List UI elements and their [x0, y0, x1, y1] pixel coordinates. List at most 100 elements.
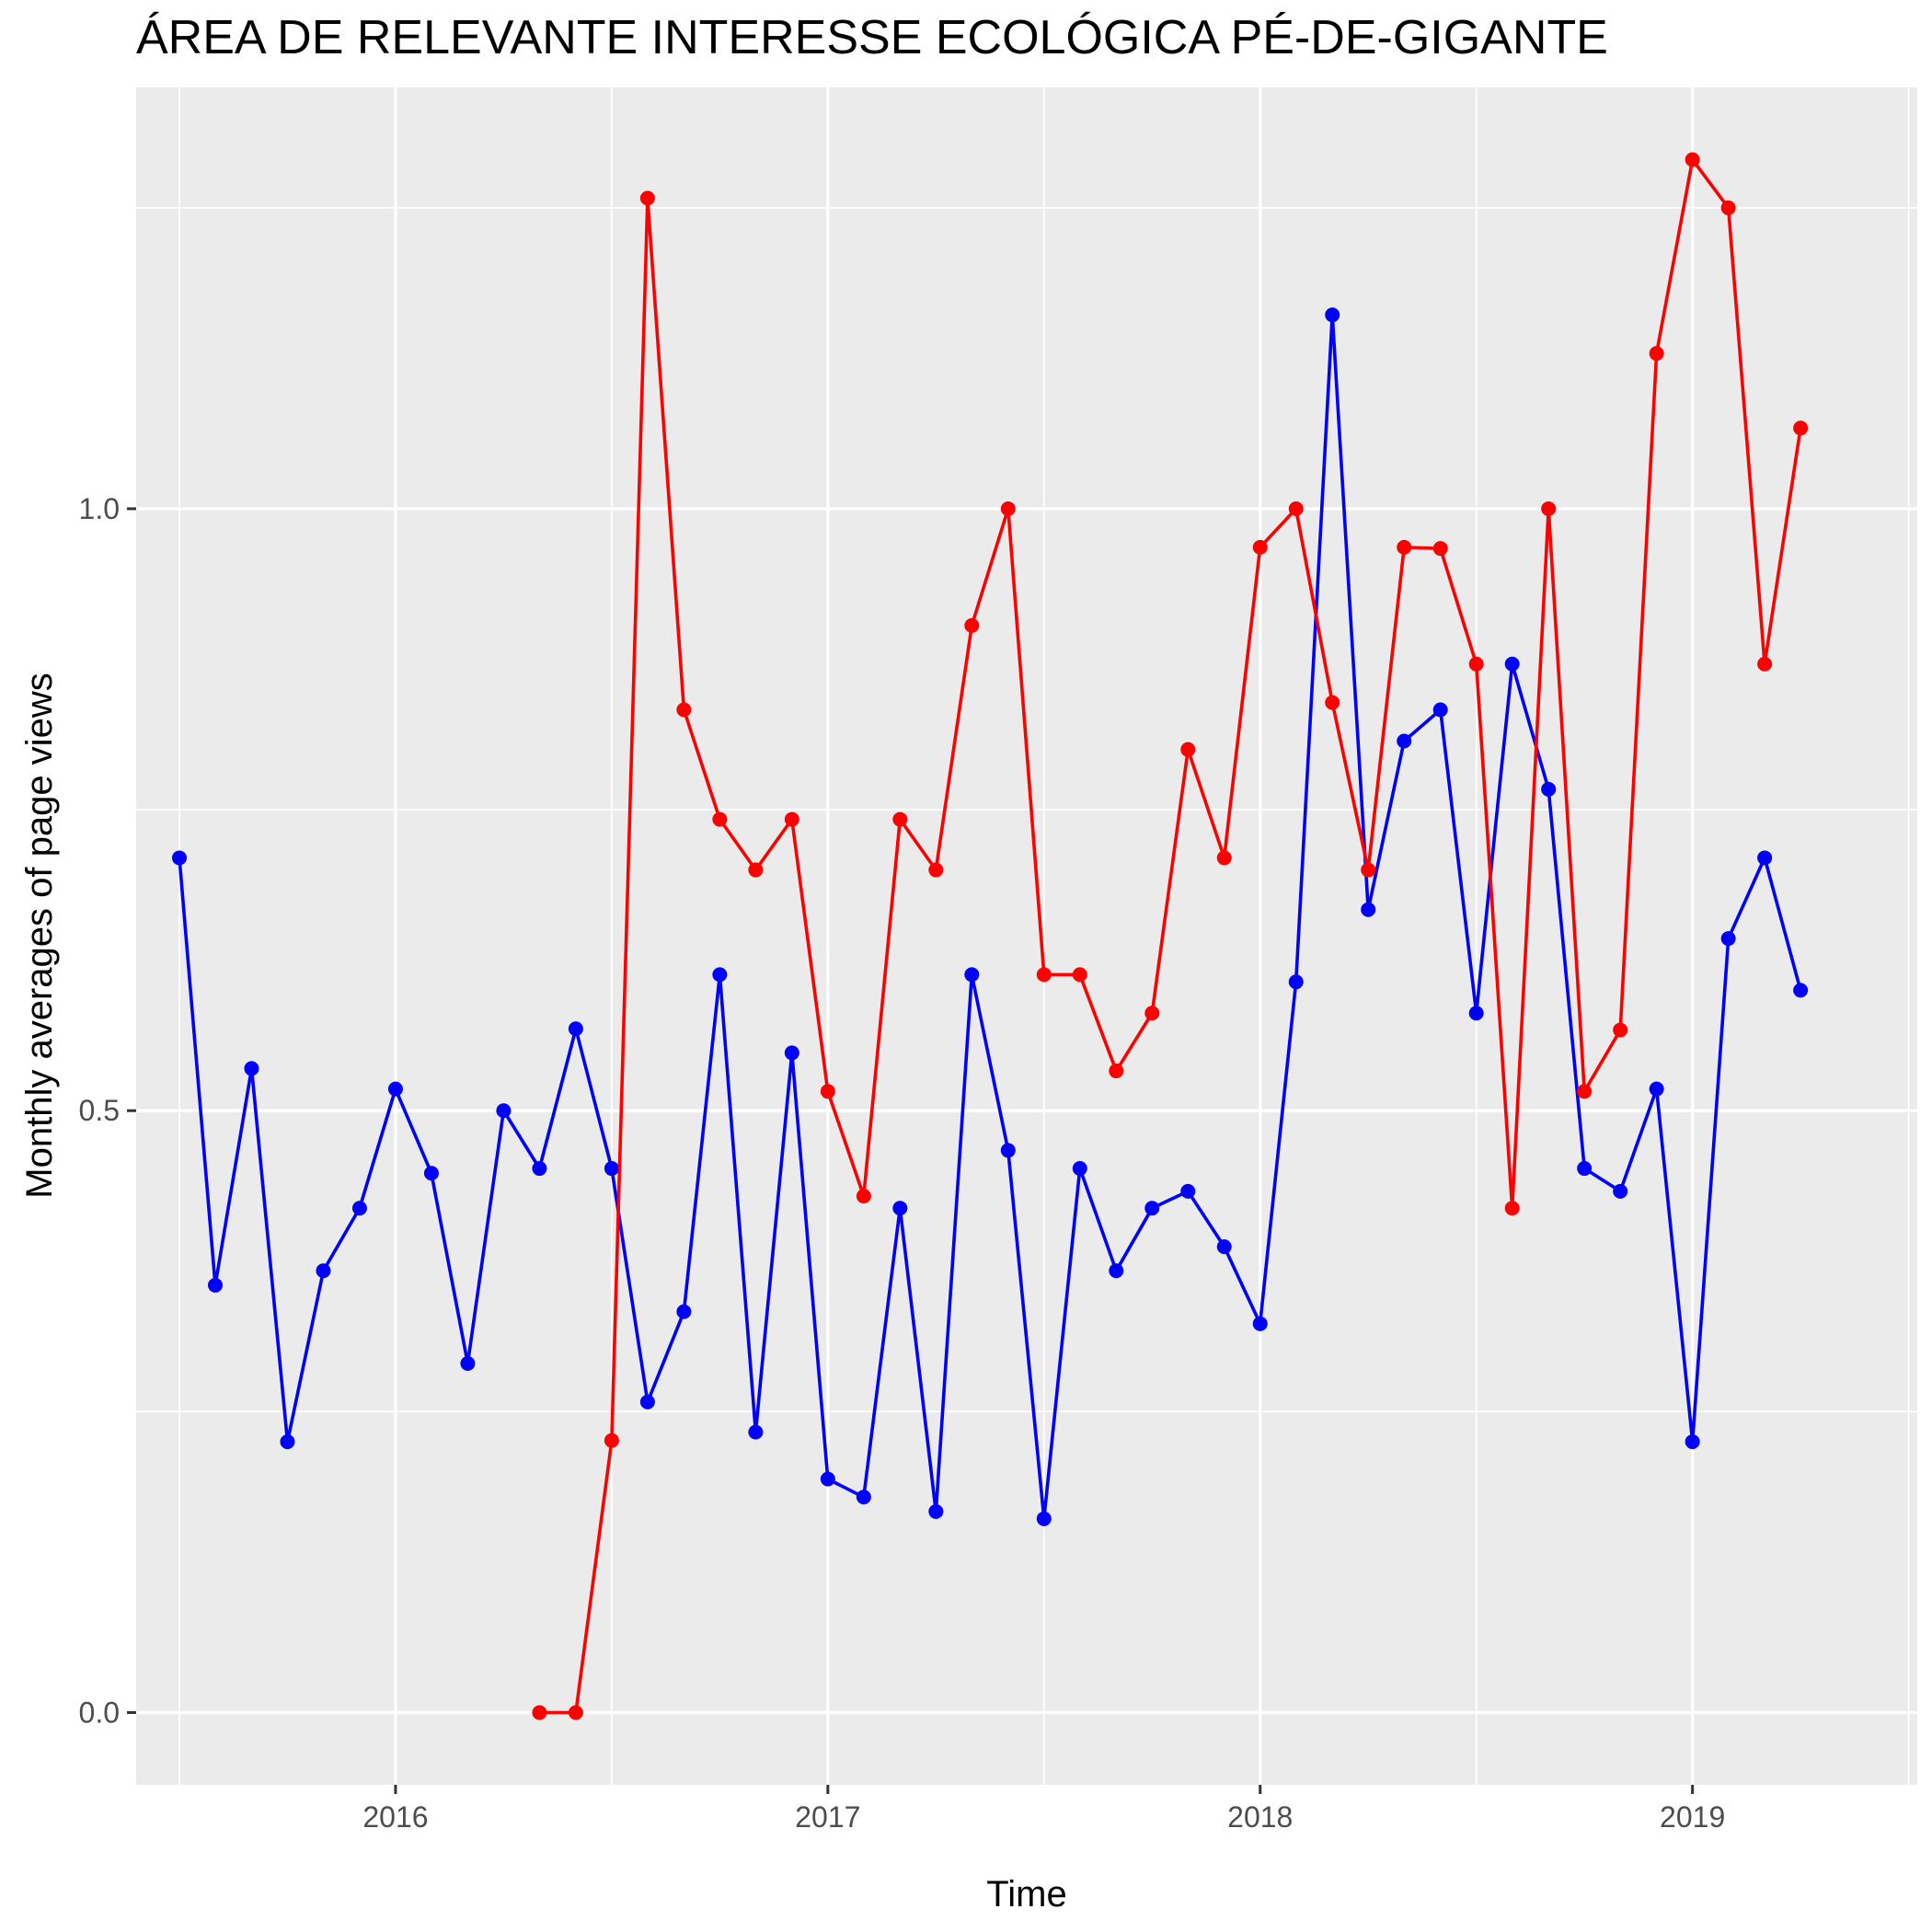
data-point: [1541, 781, 1557, 797]
data-point: [712, 811, 728, 827]
chart-title: ÁREA DE RELEVANTE INTERESSE ECOLÓGICA PÉ…: [136, 11, 1608, 64]
data-point: [1793, 420, 1809, 436]
data-point: [1000, 1143, 1016, 1158]
data-point: [171, 850, 187, 866]
plot-panel: [136, 87, 1917, 1785]
data-point: [423, 1166, 439, 1181]
data-point: [820, 1471, 835, 1487]
data-point: [1180, 1183, 1196, 1199]
data-point: [532, 1161, 547, 1177]
data-point: [1397, 733, 1412, 749]
data-point: [784, 811, 799, 827]
data-point: [1577, 1084, 1593, 1099]
data-point: [1361, 862, 1376, 878]
data-point: [639, 1394, 655, 1409]
series-layer: [171, 152, 1809, 1720]
data-point: [1252, 539, 1268, 555]
y-tick-label: 0.5: [79, 1094, 120, 1127]
data-point: [207, 1277, 223, 1293]
data-point: [244, 1061, 259, 1076]
data-point: [1649, 346, 1664, 362]
data-point: [1685, 152, 1700, 167]
grid-major: [136, 87, 1917, 1785]
data-point: [784, 1045, 799, 1061]
data-point: [1504, 1201, 1520, 1216]
data-point: [1685, 1434, 1700, 1450]
data-point: [712, 967, 728, 983]
data-point: [1216, 1239, 1232, 1255]
data-point: [1432, 702, 1448, 718]
data-point: [351, 1201, 367, 1216]
series-line: [178, 313, 1802, 1521]
data-point: [1613, 1022, 1628, 1038]
data-point: [1468, 656, 1484, 672]
y-axis: 0.0 0.5 1.0: [79, 492, 136, 1729]
data-point: [1180, 742, 1196, 757]
data-point: [1432, 541, 1448, 557]
data-point: [1288, 974, 1304, 990]
data-point: [1072, 1161, 1087, 1177]
x-tick-label: 2019: [1660, 1800, 1725, 1834]
data-point: [676, 1304, 692, 1319]
data-point: [1036, 967, 1052, 983]
series-line: [539, 157, 1802, 1715]
data-point: [892, 1201, 908, 1216]
data-point: [1144, 1201, 1160, 1216]
data-point: [1720, 200, 1736, 215]
x-axis-title: Time: [986, 1874, 1066, 1915]
data-point: [568, 1705, 583, 1720]
data-point: [1288, 500, 1304, 516]
data-point: [1252, 1316, 1268, 1331]
data-point: [964, 617, 980, 633]
data-point: [496, 1103, 512, 1119]
data-point: [1109, 1064, 1124, 1079]
data-point: [280, 1434, 295, 1450]
data-point: [1325, 695, 1340, 710]
data-point: [928, 1503, 944, 1519]
x-tick-label: 2018: [1227, 1800, 1293, 1834]
x-tick-label: 2016: [362, 1800, 428, 1834]
data-point: [1144, 1006, 1160, 1021]
data-point: [1793, 983, 1809, 998]
y-axis-title: Monthly averages of page views: [19, 673, 60, 1198]
data-point: [820, 1084, 835, 1099]
data-point: [1757, 656, 1773, 672]
data-point: [532, 1705, 547, 1720]
data-point: [1504, 656, 1520, 672]
data-point: [928, 862, 944, 878]
data-point: [856, 1489, 871, 1505]
data-point: [856, 1189, 871, 1204]
data-point: [1325, 307, 1340, 323]
data-point: [1757, 850, 1773, 866]
data-point: [604, 1432, 619, 1448]
data-point: [604, 1161, 619, 1177]
data-point: [964, 967, 980, 983]
data-point: [1468, 1006, 1484, 1021]
data-point: [1541, 500, 1557, 516]
data-point: [1036, 1511, 1052, 1526]
data-point: [748, 1424, 764, 1440]
data-point: [1072, 967, 1087, 983]
data-point: [316, 1263, 331, 1279]
data-point: [892, 811, 908, 827]
data-point: [1361, 902, 1376, 917]
x-tick-label: 2017: [795, 1800, 860, 1834]
data-point: [1109, 1263, 1124, 1279]
data-point: [1720, 931, 1736, 947]
series-1: [171, 307, 1809, 1526]
data-point: [568, 1021, 583, 1037]
data-point: [1216, 850, 1232, 866]
data-point: [460, 1356, 476, 1372]
x-axis: 2016 2017 2018 2019: [362, 1785, 1725, 1834]
y-tick-label: 0.0: [79, 1696, 120, 1729]
series-2: [532, 152, 1809, 1720]
data-point: [676, 702, 692, 718]
data-point: [1613, 1183, 1628, 1199]
grid-minor: [136, 87, 1917, 1785]
data-point: [748, 862, 764, 878]
y-tick-label: 1.0: [79, 492, 120, 525]
data-point: [1577, 1161, 1593, 1177]
data-point: [387, 1081, 403, 1097]
data-point: [1649, 1081, 1664, 1097]
